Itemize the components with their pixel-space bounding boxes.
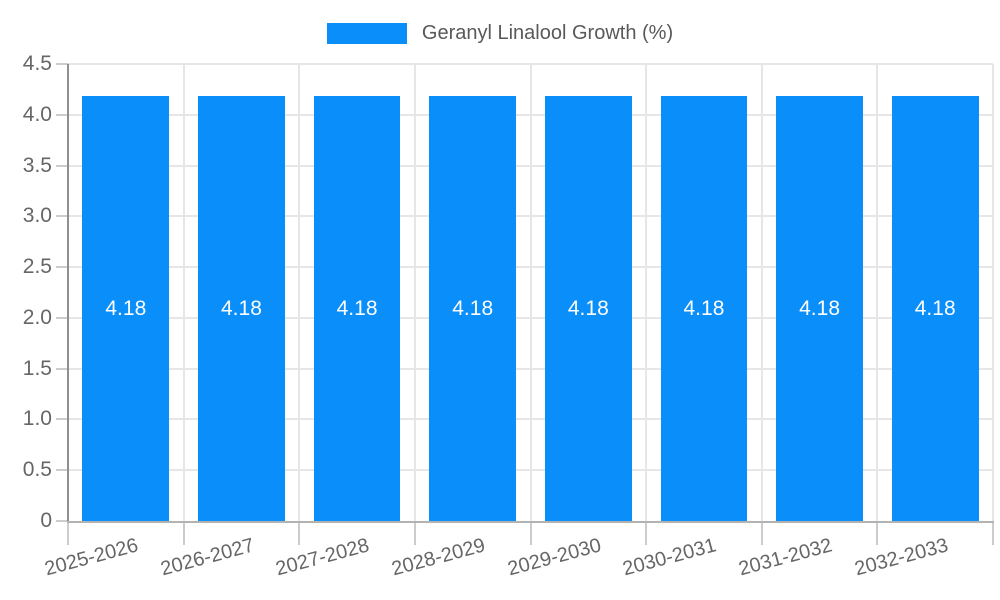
gridline-x (413, 64, 416, 521)
x-tick (298, 521, 301, 545)
y-tick (56, 469, 68, 472)
x-tick (760, 521, 763, 545)
legend-label: Geranyl Linalool Growth (%) (421, 21, 674, 44)
x-tick (529, 521, 532, 545)
x-tick-label: 2031-2032 (736, 534, 835, 581)
gridline-x (298, 64, 301, 521)
bar-value-label: 4.18 (221, 296, 262, 320)
x-axis-line (67, 521, 994, 523)
bar-value-label: 4.18 (914, 296, 956, 320)
x-tick (67, 521, 69, 545)
y-tick (56, 418, 68, 421)
gridline-x (182, 64, 185, 521)
bar[interactable]: 4.18 (544, 96, 632, 521)
y-tick-label: 2.0 (22, 305, 52, 329)
bar[interactable]: 4.18 (313, 96, 401, 521)
bar-value-label: 4.18 (105, 296, 147, 320)
y-tick (56, 520, 68, 522)
gridline-x (876, 64, 879, 521)
bar-value-label: 4.18 (567, 296, 609, 320)
y-tick (56, 316, 68, 319)
x-tick (876, 521, 879, 545)
gridline-x (645, 64, 648, 521)
y-tick-label: 4.5 (22, 52, 52, 75)
y-tick (56, 164, 68, 167)
bar-value-label: 4.18 (336, 296, 378, 320)
bar-value-label: 4.18 (799, 296, 840, 320)
y-tick-label: 4.0 (22, 102, 52, 126)
bar-value-label: 4.18 (683, 296, 725, 320)
y-tick (56, 113, 68, 116)
x-tick-label: 2025-2026 (42, 534, 141, 581)
x-tick (645, 521, 648, 545)
x-tick-label: 2026-2027 (158, 534, 257, 581)
x-tick-label: 2029-2030 (505, 534, 604, 581)
y-tick (56, 266, 68, 269)
bar[interactable]: 4.18 (82, 96, 170, 521)
legend[interactable]: Geranyl Linalool Growth (%) (0, 20, 1000, 46)
x-tick-label: 2028-2029 (389, 534, 488, 581)
bar[interactable]: 4.18 (660, 96, 748, 521)
bar[interactable]: 4.18 (776, 96, 863, 521)
x-tick-label: 2027-2028 (273, 534, 372, 581)
bar[interactable]: 4.18 (198, 96, 285, 521)
bar[interactable]: 4.18 (891, 96, 979, 521)
x-tick-label: 2032-2033 (851, 534, 951, 581)
y-tick-label: 2.5 (22, 255, 52, 279)
gridline-x (760, 64, 763, 521)
bar[interactable]: 4.18 (429, 96, 517, 521)
gridline-x (992, 64, 994, 521)
gridline-x (529, 64, 532, 521)
y-tick-label: 1.5 (22, 356, 52, 380)
legend-swatch (326, 22, 407, 44)
y-tick-label: 3.5 (22, 153, 52, 177)
y-tick (56, 215, 68, 218)
y-tick-label: 0 (40, 509, 52, 532)
y-tick (56, 367, 68, 370)
x-tick (413, 521, 416, 545)
x-tick (992, 521, 994, 545)
bar-value-label: 4.18 (452, 296, 494, 320)
x-tick (182, 521, 185, 545)
y-tick-label: 3.0 (22, 204, 52, 228)
y-tick (56, 63, 68, 65)
y-tick-label: 1.0 (22, 407, 52, 431)
x-tick-label: 2030-2031 (620, 534, 719, 581)
y-axis-line (67, 64, 69, 523)
y-tick-label: 0.5 (22, 458, 52, 482)
